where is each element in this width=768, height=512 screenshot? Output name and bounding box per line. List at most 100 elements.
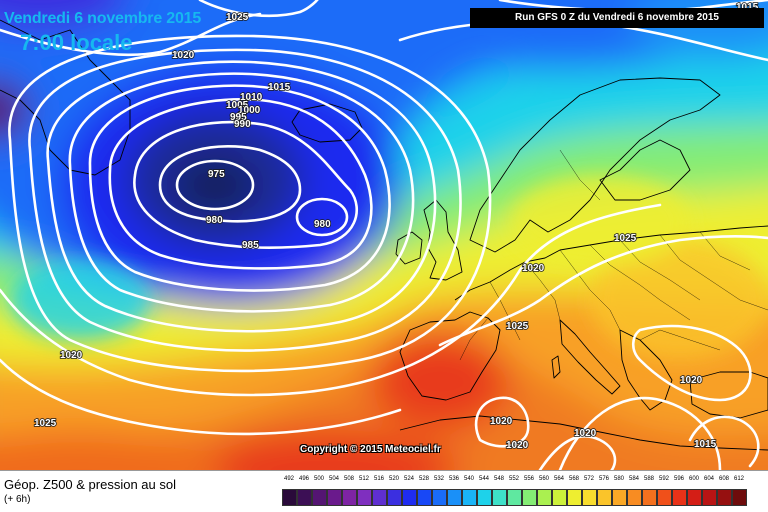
isobar xyxy=(88,84,391,292)
scale-swatch xyxy=(702,489,717,506)
scale-swatch xyxy=(642,489,657,506)
scale-label: 588 xyxy=(643,476,654,482)
isobar xyxy=(28,48,462,352)
scale-label: 516 xyxy=(373,476,384,482)
isobar-label: 1020 xyxy=(506,440,529,451)
scale-label: 528 xyxy=(418,476,429,482)
isobar xyxy=(198,0,319,18)
isobar-label: 995 xyxy=(230,112,247,123)
scale-label: 536 xyxy=(448,476,459,482)
isobar xyxy=(108,98,373,270)
isobar xyxy=(438,235,768,347)
isobar xyxy=(158,145,302,223)
color-scale: 492 496 500 504 508 512 516 520 524 528 532 536 540 5… xyxy=(282,476,752,510)
isobar-label: 1020 xyxy=(60,350,83,361)
isobar xyxy=(688,415,760,468)
scale-label: 532 xyxy=(433,476,444,482)
isobar-label: 1025 xyxy=(614,233,637,244)
scale-swatch xyxy=(687,489,702,506)
scale-swatch xyxy=(567,489,582,506)
scale-label: 504 xyxy=(328,476,339,482)
scale-label: 584 xyxy=(628,476,639,482)
isobar xyxy=(46,60,437,333)
geopotential-map: 1025 1020 1015 1010 1005 1000 995 990 97… xyxy=(0,0,768,470)
scale-label: 564 xyxy=(553,476,564,482)
scale-label: 500 xyxy=(313,476,324,482)
scale-label: 520 xyxy=(388,476,399,482)
isobar xyxy=(133,120,359,250)
scale-label: 612 xyxy=(733,476,744,482)
scale-swatch xyxy=(672,489,687,506)
scale-label: 492 xyxy=(283,476,294,482)
forecast-date-title: Vendredi 6 novembre 2015 xyxy=(4,10,202,27)
isobar-label: 985 xyxy=(242,240,259,251)
scale-swatch xyxy=(552,489,567,506)
scale-swatch xyxy=(582,489,597,506)
scale-label: 508 xyxy=(343,476,354,482)
scale-label: 540 xyxy=(463,476,474,482)
isobar-label: 1010 xyxy=(240,92,263,103)
isobar xyxy=(175,159,255,211)
scale-label: 572 xyxy=(583,476,594,482)
scale-label: 556 xyxy=(523,476,534,482)
isobar-label: 1005 xyxy=(226,100,249,111)
scale-swatch xyxy=(537,489,552,506)
scale-label: 596 xyxy=(673,476,684,482)
isobar-label: 1000 xyxy=(238,105,261,116)
scale-swatch xyxy=(387,489,402,506)
scale-swatch xyxy=(732,489,747,506)
isobar-label: 980 xyxy=(206,215,223,226)
isobar xyxy=(0,358,402,436)
scale-swatch xyxy=(717,489,732,506)
isobars xyxy=(0,0,768,470)
scale-label: 544 xyxy=(478,476,489,482)
isobar-label: 990 xyxy=(234,119,251,130)
scale-swatch xyxy=(342,489,357,506)
isobar-label: 975 xyxy=(208,169,225,180)
scale-swatch xyxy=(597,489,612,506)
scale-swatch xyxy=(627,489,642,506)
isobar-label: 1025 xyxy=(34,418,57,429)
isobar-label: 1015 xyxy=(694,439,717,450)
isobar xyxy=(474,396,530,448)
scale-swatch xyxy=(492,489,507,506)
isobar-label: 1020 xyxy=(490,416,513,427)
scale-label: 512 xyxy=(358,476,369,482)
model-run-info: Run GFS 0 Z du Vendredi 6 novembre 2015 xyxy=(470,8,764,28)
scale-label: 580 xyxy=(613,476,624,482)
scale-label: 524 xyxy=(403,476,414,482)
isobar xyxy=(538,434,617,470)
scale-label: 552 xyxy=(508,476,519,482)
scale-swatch xyxy=(282,489,297,506)
country-borders xyxy=(459,149,768,361)
isobar-label: 1020 xyxy=(680,375,703,386)
legend-subtitle: (+ 6h) xyxy=(4,494,31,505)
isobar xyxy=(558,396,722,470)
isobar xyxy=(295,197,349,237)
isobar xyxy=(631,324,752,402)
scale-label: 592 xyxy=(658,476,669,482)
scale-swatch xyxy=(462,489,477,506)
scale-label: 568 xyxy=(568,476,579,482)
scale-swatch xyxy=(477,489,492,506)
scale-label: 548 xyxy=(493,476,504,482)
isobar-label: 1020 xyxy=(172,50,195,61)
isobar xyxy=(0,203,662,397)
scale-swatch xyxy=(417,489,432,506)
scale-swatch xyxy=(402,489,417,506)
scale-swatch xyxy=(312,489,327,506)
copyright-notice: Copyright © 2015 Meteociel.fr xyxy=(300,444,441,455)
scale-swatch xyxy=(327,489,342,506)
forecast-time-title: 7:00 locale xyxy=(20,30,133,55)
isobar xyxy=(8,34,492,373)
scale-swatch xyxy=(357,489,372,506)
isobar-label: 1025 xyxy=(226,12,249,23)
scale-swatch xyxy=(657,489,672,506)
scale-swatch xyxy=(372,489,387,506)
scale-swatch xyxy=(447,489,462,506)
scale-label: 496 xyxy=(298,476,309,482)
scale-label: 560 xyxy=(538,476,549,482)
scale-swatch xyxy=(612,489,627,506)
legend-bar: Géop. Z500 & pression au sol (+ 6h) 492 4… xyxy=(0,470,768,512)
